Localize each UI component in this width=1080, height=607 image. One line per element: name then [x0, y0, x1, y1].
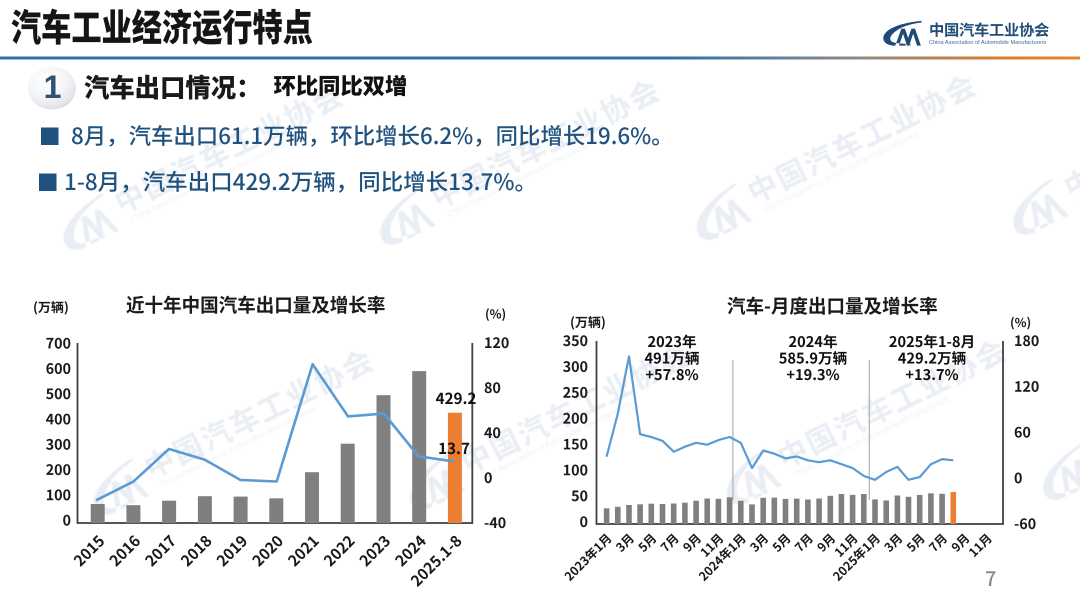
svg-text:1: 1 [44, 69, 62, 105]
svg-text:China Association of Automobil: China Association of Automobile Manufact… [929, 40, 1046, 46]
